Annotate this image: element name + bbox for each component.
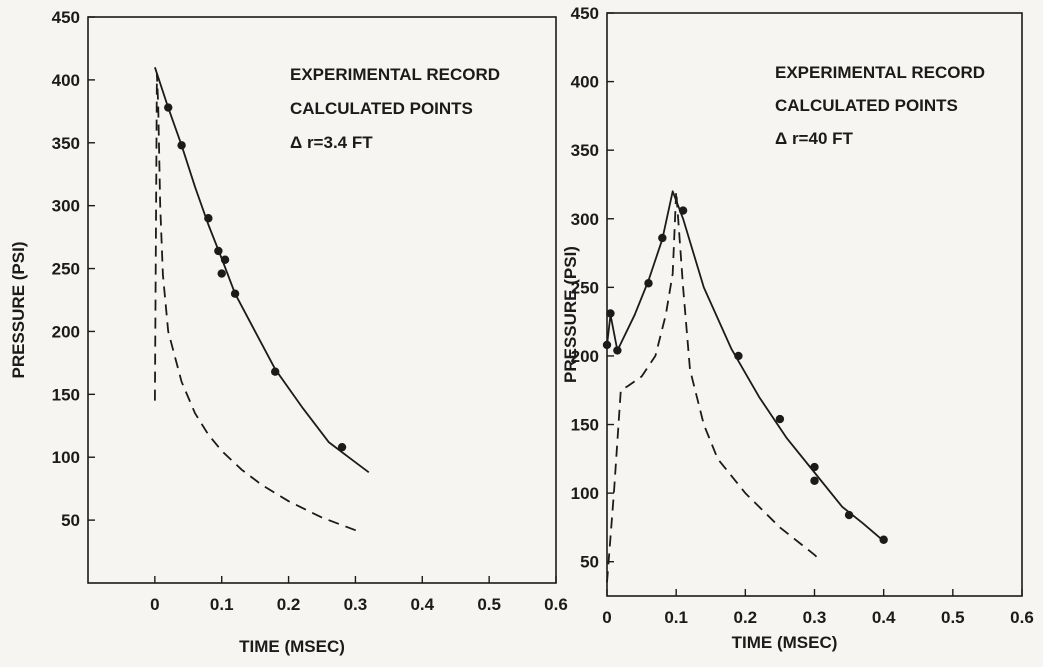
x-tick-label: 0.2: [734, 608, 758, 627]
calculated-point: [602, 340, 612, 350]
y-tick-label: 400: [52, 71, 80, 90]
chart-panel-left: 50 100 150 200 250 300 350 400 450 0 0.1 0.2 0.3 0.4 0…: [9, 8, 568, 656]
calculated-point: [810, 476, 819, 485]
x-tick-label: 0: [150, 595, 159, 614]
y-tick-label: 200: [52, 322, 80, 341]
legend-line-3: Δ r=3.4 FT: [290, 133, 373, 152]
calculated-point: [658, 233, 667, 243]
x-tick-label: 0.3: [344, 595, 368, 614]
y-tick-label: 250: [571, 278, 599, 297]
dashed-curve: [154, 72, 363, 534]
solid-curve: [606, 190, 885, 542]
solid-curve: [154, 67, 370, 474]
y-tick-label: 300: [571, 210, 599, 229]
calculated-point: [220, 255, 230, 264]
legend-line-3: Δ r=40 FT: [775, 129, 854, 148]
x-tick-label: 0.5: [477, 595, 501, 614]
x-tick-label: 0.5: [941, 608, 965, 627]
x-tick-label: 0.2: [277, 595, 301, 614]
y-tick-label: 350: [52, 134, 80, 153]
x-tick-label: 0.4: [872, 608, 896, 627]
y-tick-label: 50: [61, 511, 80, 530]
chart-panel-right: 50 100 150 200 250 300 350 400 450 0 0.1 0.2 0.3 0.4 0…: [561, 4, 1034, 652]
y-axis-title: PRESSURE (PSI): [561, 246, 580, 383]
y-tick-label: 250: [52, 260, 80, 279]
calculated-point: [810, 462, 819, 472]
legend-line-1: EXPERIMENTAL RECORD: [775, 63, 985, 82]
calculated-point: [775, 414, 785, 424]
y-tick-label: 100: [52, 448, 80, 467]
legend-line-2: CALCULATED POINTS: [775, 96, 958, 115]
calculated-point: [214, 246, 223, 256]
calculated-point: [337, 442, 347, 452]
x-tick-label: 0.1: [664, 608, 688, 627]
calculated-point: [879, 535, 888, 544]
y-tick-label: 350: [571, 141, 599, 160]
y-tick-label: 150: [571, 416, 599, 435]
calculated-point: [164, 103, 173, 112]
y-axis-title: PRESSURE (PSI): [9, 242, 28, 379]
dashed-curve: [606, 190, 823, 583]
calculated-point: [734, 351, 743, 361]
y-tick-label: 400: [571, 73, 599, 92]
y-tick-label: 450: [571, 4, 599, 23]
legend-line-1: EXPERIMENTAL RECORD: [290, 65, 500, 84]
calculated-point: [606, 309, 615, 318]
y-tick-label: 50: [580, 553, 599, 572]
calculated-point: [230, 289, 240, 298]
x-axis-title: TIME (MSEC): [239, 637, 345, 656]
x-tick-label: 0.6: [544, 595, 568, 614]
calculated-point: [204, 214, 213, 223]
x-axis-title: TIME (MSEC): [732, 633, 838, 652]
legend-line-2: CALCULATED POINTS: [290, 99, 473, 118]
calculated-point: [844, 510, 854, 520]
y-tick-label: 150: [52, 385, 80, 404]
calculated-point: [644, 279, 653, 288]
y-tick-label: 300: [52, 197, 80, 216]
x-tick-label: 0.1: [210, 595, 234, 614]
plot-frame: [87, 16, 557, 584]
calculated-point: [217, 269, 226, 278]
x-tick-label: 0.4: [410, 595, 434, 614]
calculated-point: [678, 206, 688, 215]
x-tick-label: 0.3: [803, 608, 827, 627]
y-tick-label: 100: [571, 484, 599, 503]
calculated-point: [177, 141, 186, 150]
y-tick-label: 450: [52, 8, 80, 27]
calculated-point: [613, 346, 622, 355]
x-tick-label: 0: [602, 608, 611, 627]
y-tick-label: 200: [571, 347, 599, 366]
calculated-point: [271, 367, 280, 376]
x-tick-label: 0.6: [1010, 608, 1034, 627]
